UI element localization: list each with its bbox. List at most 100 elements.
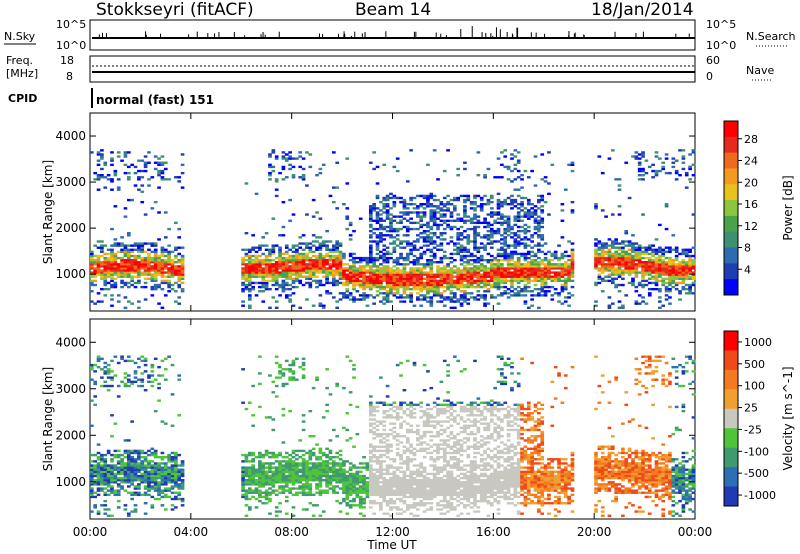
data-cell <box>278 294 282 297</box>
data-cell <box>110 376 114 379</box>
data-cell <box>241 489 245 492</box>
data-cell <box>133 361 138 365</box>
data-cell <box>150 265 155 268</box>
data-cell <box>338 277 343 280</box>
data-cell <box>600 250 605 254</box>
data-cell <box>116 151 121 154</box>
data-cell <box>153 378 158 381</box>
data-cell <box>647 267 652 270</box>
data-cell <box>281 285 286 289</box>
data-cell <box>506 246 511 249</box>
data-cell <box>268 269 272 272</box>
data-cell <box>530 298 534 301</box>
data-cell <box>345 227 350 231</box>
data-cell <box>543 285 548 289</box>
data-cell <box>604 265 608 268</box>
data-cell <box>274 376 279 379</box>
data-cell <box>506 165 511 169</box>
data-cell <box>106 485 111 488</box>
data-cell <box>96 263 101 266</box>
data-cell <box>604 242 608 245</box>
data-cell <box>510 207 514 210</box>
data-cell <box>634 275 639 278</box>
data-cell <box>335 300 340 303</box>
data-cell <box>157 485 161 488</box>
data-cell <box>160 246 165 249</box>
data-cell <box>110 479 114 482</box>
data-cell <box>264 491 269 494</box>
data-cell <box>658 296 662 299</box>
data-cell <box>281 487 286 490</box>
data-cell <box>463 256 467 260</box>
data-cell <box>453 300 457 303</box>
data-cell <box>426 273 430 276</box>
data-cell <box>318 481 323 484</box>
data-cell <box>180 483 185 486</box>
data-cell <box>395 215 400 218</box>
data-cell <box>395 267 400 270</box>
data-cell <box>93 474 98 478</box>
data-cell <box>459 256 464 260</box>
data-cell <box>453 294 457 297</box>
data-cell <box>325 479 329 482</box>
data-cell <box>174 468 178 471</box>
data-cell <box>664 285 669 289</box>
data-cell <box>617 269 622 272</box>
data-cell <box>365 269 370 272</box>
data-cell <box>503 269 508 272</box>
data-cell <box>90 464 94 467</box>
data-cell <box>298 151 303 154</box>
data-cell <box>412 258 417 262</box>
data-cell <box>261 476 266 480</box>
data-cell <box>516 271 521 274</box>
data-cell <box>368 254 373 258</box>
data-cell <box>278 470 282 474</box>
data-cell <box>688 248 692 251</box>
data-cell <box>298 263 303 266</box>
data-cell <box>133 285 138 289</box>
data-cell <box>624 256 629 260</box>
data-cell <box>389 192 393 196</box>
data-cell <box>311 474 316 478</box>
data-cell <box>637 258 642 262</box>
data-cell <box>503 292 508 295</box>
data-cell <box>476 225 481 229</box>
data-cell <box>496 240 501 243</box>
data-cell <box>268 265 272 268</box>
data-cell <box>153 453 158 457</box>
data-cell <box>463 207 467 210</box>
data-cell <box>479 275 484 278</box>
data-cell <box>510 244 514 247</box>
data-cell <box>140 378 145 381</box>
data-cell <box>126 234 131 237</box>
data-cell <box>110 178 114 181</box>
data-cell <box>446 273 450 276</box>
data-cell <box>506 221 511 225</box>
data-cell <box>412 279 417 283</box>
data-cell <box>500 252 504 256</box>
data-cell <box>325 460 329 463</box>
data-cell <box>479 279 484 283</box>
data-cell <box>241 273 245 276</box>
data-cell <box>644 171 649 175</box>
data-cell <box>174 481 178 484</box>
data-cell <box>617 258 622 262</box>
data-cell <box>516 217 521 220</box>
data-cell <box>110 258 114 262</box>
data-cell <box>133 460 138 463</box>
data-cell <box>325 290 329 293</box>
data-cell <box>395 169 400 173</box>
data-cell <box>96 151 101 154</box>
data-cell <box>664 287 669 291</box>
data-cell <box>594 281 598 285</box>
cpid-mode: normal (fast) 151 <box>96 93 214 107</box>
data-cell <box>177 487 182 490</box>
data-cell <box>506 223 511 227</box>
data-cell <box>416 263 420 266</box>
data-cell <box>516 151 521 154</box>
data-cell <box>244 182 249 185</box>
data-cell <box>268 464 272 467</box>
data-cell <box>244 269 249 272</box>
data-cell <box>516 277 521 280</box>
data-cell <box>288 219 292 222</box>
